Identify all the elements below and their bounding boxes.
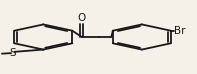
Text: Br: Br [174, 26, 186, 36]
Text: O: O [78, 13, 86, 23]
Text: S: S [9, 48, 16, 58]
